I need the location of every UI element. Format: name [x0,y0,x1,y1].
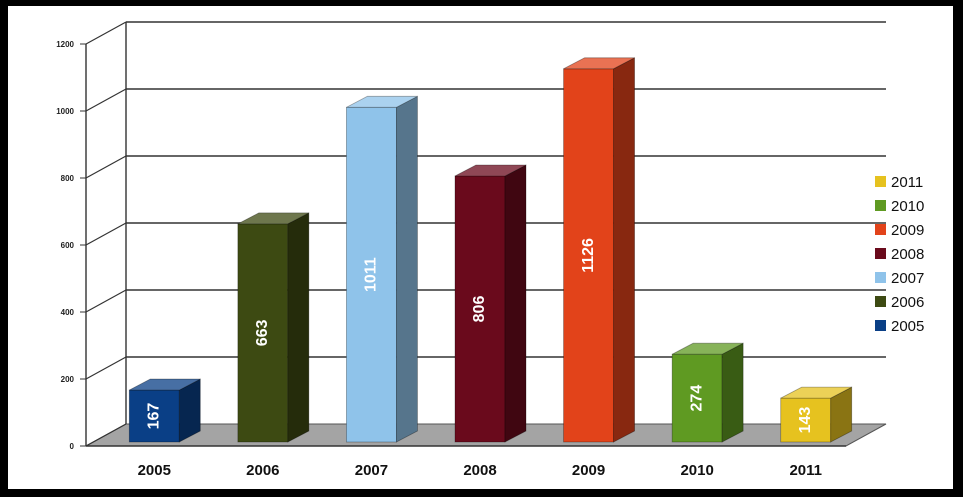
bar [237,223,289,443]
bar-top [671,342,744,355]
bar-value-label: 1011 [363,257,380,292]
bar-top [780,386,852,399]
bar [563,68,614,443]
bar-value-label: 806 [471,296,488,323]
bar-side [721,342,744,443]
x-tick-label: 2007 [355,462,388,479]
bar [346,106,397,443]
bar-top [454,164,527,177]
x-tick-label: 2009 [572,462,605,479]
bar-side [504,164,527,443]
bar-side [613,57,635,443]
legend-swatch [875,224,886,235]
x-tick-label: 2005 [138,462,171,479]
y-tick-label: 600 [61,241,75,250]
legend-swatch [875,320,886,331]
y-tick-label: 200 [61,375,75,384]
y-tick-label: 800 [61,174,75,183]
bar-value-label: 167 [146,403,163,430]
legend-label: 2009 [891,222,924,239]
bar [128,389,180,443]
side-gridline [85,356,127,380]
side-gridline [85,88,127,112]
bar-top [237,212,310,225]
bar-side [396,95,418,443]
side-gridline [85,423,127,447]
y-tick-label: 1000 [56,107,74,116]
legend-label: 2011 [891,174,923,191]
legend-swatch [875,248,886,259]
legend-label: 2006 [891,294,924,311]
y-tick-label: 0 [70,442,75,451]
legend-label: 2007 [891,270,924,287]
legend-label: 2005 [891,318,924,335]
bar-value-label: 663 [254,320,271,347]
bar-top [563,57,635,70]
bar-chart: 0 200 400 600 800 1000 1200 167 2005 663 2006 1011 2… [56,21,924,479]
bar-value-label: 1126 [580,238,597,273]
bar [454,175,506,443]
legend-label: 2010 [891,198,924,215]
side-gridline [85,222,127,246]
legend-swatch [875,176,886,187]
bar [780,397,832,443]
side-gridline [85,21,127,45]
y-tick-label: 1200 [56,40,74,49]
bar-top [346,95,418,108]
legend-swatch [875,296,886,307]
legend-label: 2008 [891,246,924,263]
bar-value-label: 143 [797,407,814,434]
x-tick-label: 2008 [463,462,496,479]
x-tick-label: 2010 [680,462,713,479]
bar-side [287,212,310,443]
legend-swatch [875,200,886,211]
x-tick-label: 2006 [246,462,279,479]
bar-top [129,378,201,391]
bar [671,353,723,443]
side-gridline [85,289,127,313]
side-gridline [85,155,127,179]
legend-swatch [875,272,886,283]
bar-value-label: 274 [688,385,705,412]
chart-frame: 0 200 400 600 800 1000 1200 167 2005 663 2006 1011 2… [8,6,953,489]
y-tick-label: 400 [61,308,75,317]
x-tick-label: 2011 [789,462,822,479]
